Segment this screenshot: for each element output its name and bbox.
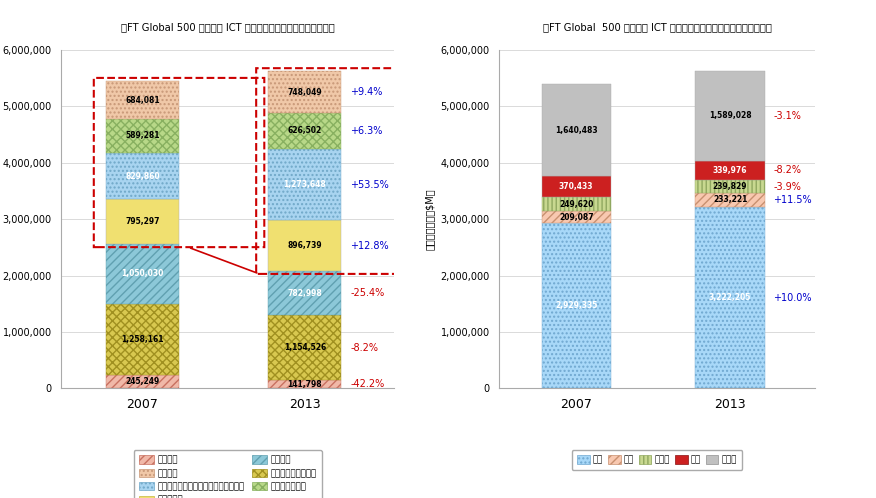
- Bar: [268, 315, 342, 380]
- Y-axis label: 株式時価総額（$M）: 株式時価総額（$M）: [425, 188, 434, 250]
- Text: +10.0%: +10.0%: [774, 292, 812, 302]
- Text: -42.2%: -42.2%: [350, 379, 385, 389]
- Bar: [541, 197, 611, 211]
- Bar: [268, 113, 342, 148]
- Text: 2,929,335: 2,929,335: [555, 301, 597, 310]
- Bar: [106, 245, 179, 304]
- Text: 684,081: 684,081: [125, 96, 159, 105]
- Bar: [268, 148, 342, 221]
- Text: 339,976: 339,976: [713, 166, 747, 175]
- Text: 782,998: 782,998: [287, 289, 322, 298]
- Bar: [541, 223, 611, 388]
- Text: +6.3%: +6.3%: [350, 126, 383, 136]
- Text: 1,589,028: 1,589,028: [709, 112, 752, 121]
- Text: 1,050,030: 1,050,030: [121, 269, 164, 278]
- Bar: [696, 161, 765, 180]
- Text: 896,739: 896,739: [287, 241, 322, 250]
- Text: 249,620: 249,620: [559, 200, 593, 209]
- Bar: [696, 193, 765, 207]
- Bar: [106, 374, 179, 388]
- Text: -25.4%: -25.4%: [350, 288, 385, 298]
- Legend: 米国, 英国, ドイツ, 日本, その他: 米国, 英国, ドイツ, 日本, その他: [571, 450, 743, 470]
- Text: -8.2%: -8.2%: [774, 165, 802, 175]
- Text: 1,273,648: 1,273,648: [284, 180, 326, 189]
- Text: 589,281: 589,281: [125, 131, 159, 140]
- Text: -3.9%: -3.9%: [774, 182, 801, 192]
- Text: 370,433: 370,433: [559, 182, 593, 191]
- Bar: [106, 304, 179, 374]
- Text: +53.5%: +53.5%: [350, 179, 389, 190]
- Text: 1,640,483: 1,640,483: [555, 125, 597, 134]
- Text: +12.8%: +12.8%: [350, 241, 389, 251]
- Bar: [541, 176, 611, 197]
- Text: 3,222,205: 3,222,205: [709, 293, 752, 302]
- Bar: [541, 211, 611, 223]
- Text: 748,049: 748,049: [287, 88, 322, 97]
- Bar: [268, 71, 342, 113]
- Text: 233,221: 233,221: [713, 196, 747, 205]
- Text: +9.4%: +9.4%: [350, 87, 383, 97]
- Bar: [696, 180, 765, 193]
- Bar: [106, 81, 179, 120]
- Text: 795,297: 795,297: [125, 218, 159, 227]
- Text: 209,087: 209,087: [559, 213, 594, 222]
- Bar: [696, 207, 765, 388]
- Text: 626,502: 626,502: [287, 126, 322, 135]
- Text: 141,798: 141,798: [287, 380, 322, 389]
- Text: 829,860: 829,860: [125, 171, 159, 180]
- Bar: [268, 271, 342, 315]
- Text: 1,258,161: 1,258,161: [121, 335, 164, 344]
- Text: -8.2%: -8.2%: [350, 343, 378, 353]
- Text: 1,154,526: 1,154,526: [284, 343, 326, 353]
- Text: -3.1%: -3.1%: [774, 111, 801, 121]
- Legend: 一般産業, メディア, ソフトウェア・コンピュータサービス, 移動体通信, 固定通信, ハードウェア・機器, 電気・電子部品: 一般産業, メディア, ソフトウェア・コンピュータサービス, 移動体通信, 固定…: [133, 450, 322, 498]
- Bar: [541, 84, 611, 176]
- Text: 【FT Global  500 における ICT 産業の株式時価総額（国・地域別）】: 【FT Global 500 における ICT 産業の株式時価総額（国・地域別）…: [542, 22, 772, 32]
- Text: 245,249: 245,249: [125, 377, 159, 386]
- Bar: [106, 152, 179, 199]
- Text: 239,829: 239,829: [713, 182, 747, 191]
- Text: 【FT Global 500 における ICT 産業の株式時価総額（業種別）】: 【FT Global 500 における ICT 産業の株式時価総額（業種別）】: [121, 22, 335, 32]
- Text: +11.5%: +11.5%: [774, 195, 812, 205]
- Bar: [106, 199, 179, 245]
- Bar: [106, 120, 179, 152]
- Bar: [268, 380, 342, 388]
- Bar: [268, 221, 342, 271]
- Bar: [696, 71, 765, 161]
